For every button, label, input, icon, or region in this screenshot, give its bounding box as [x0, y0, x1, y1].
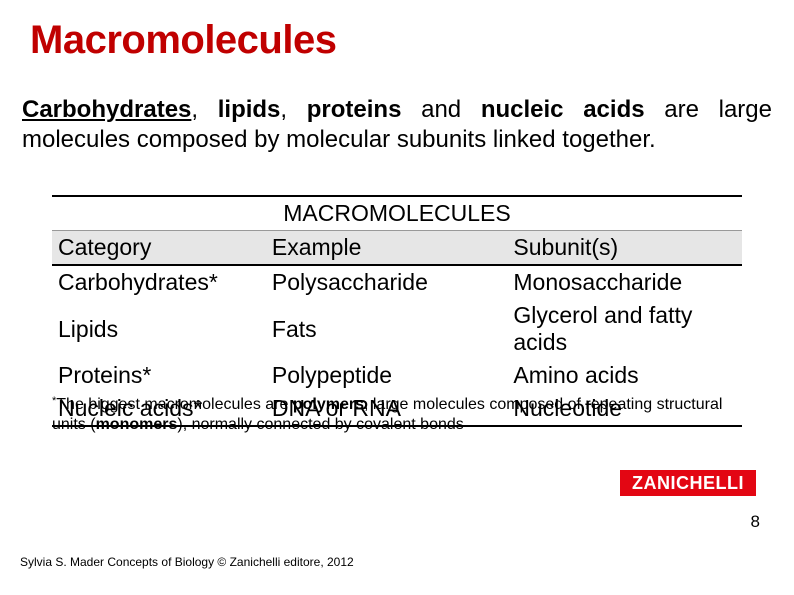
cell-example: Polypeptide — [266, 359, 508, 392]
cell-example: Polysaccharide — [266, 265, 508, 299]
table-header-row: Category Example Subunit(s) — [52, 231, 742, 266]
cell-subunit: Amino acids — [507, 359, 742, 392]
intro-paragraph: Carbohydrates, lipids, proteins and nucl… — [22, 95, 772, 155]
footnote-monomers: monomers — [96, 416, 178, 433]
table: MACROMOLECULES Category Example Subunit(… — [52, 195, 742, 427]
intro-bold-lipids: lipids — [218, 96, 281, 123]
intro-bold-nucleic-acids: nucleic acids — [481, 96, 645, 123]
page-title: Macromolecules — [30, 18, 336, 63]
table-title-row: MACROMOLECULES — [52, 196, 742, 231]
cell-category: Lipids — [52, 299, 266, 359]
footnote: *The biggest macromolecules are polymers… — [52, 395, 742, 435]
slide: Macromolecules Carbohydrates, lipids, pr… — [0, 0, 794, 595]
zanichelli-logo: ZANICHELLI — [620, 470, 756, 496]
footnote-pre: The biggest macromolecules are — [56, 396, 293, 413]
table-caption: MACROMOLECULES — [52, 196, 742, 231]
macromolecules-table: MACROMOLECULES Category Example Subunit(… — [52, 195, 742, 427]
table-row: Lipids Fats Glycerol and fatty acids — [52, 299, 742, 359]
page-number: 8 — [751, 512, 760, 532]
cell-category: Carbohydrates* — [52, 265, 266, 299]
col-header-subunit: Subunit(s) — [507, 231, 742, 266]
credit-line: Sylvia S. Mader Concepts of Biology © Za… — [20, 555, 354, 569]
cell-subunit: Monosaccharide — [507, 265, 742, 299]
footnote-post: ), normally connected by covalent bonds — [177, 416, 463, 433]
col-header-category: Category — [52, 231, 266, 266]
col-header-example: Example — [266, 231, 508, 266]
intro-bold-proteins: proteins — [307, 96, 402, 123]
intro-bold-carbohydrates: Carbohydrates — [22, 96, 191, 123]
table-row: Proteins* Polypeptide Amino acids — [52, 359, 742, 392]
cell-example: Fats — [266, 299, 508, 359]
cell-category: Proteins* — [52, 359, 266, 392]
footnote-polymers: polymers — [293, 396, 364, 413]
cell-subunit: Glycerol and fatty acids — [507, 299, 742, 359]
table-row: Carbohydrates* Polysaccharide Monosaccha… — [52, 265, 742, 299]
